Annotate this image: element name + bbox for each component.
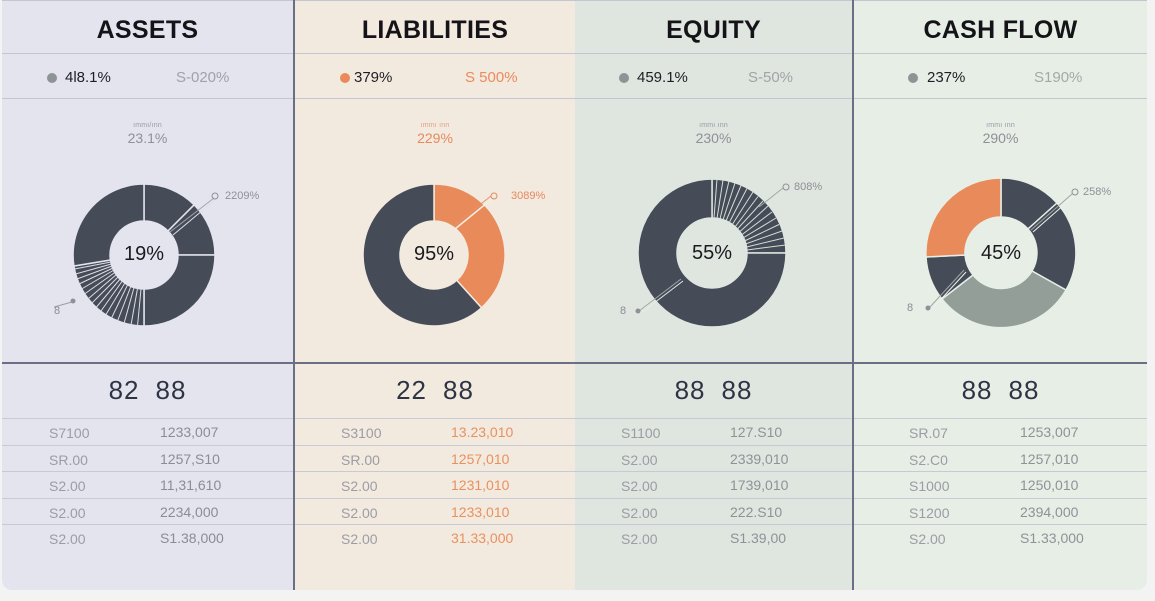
chart-caption: ımmı ınn 230%	[695, 122, 732, 146]
table-row: SR.07 1253,007	[854, 418, 1147, 445]
donut-chart: 45%	[925, 175, 1077, 331]
stat-main: 379%	[354, 69, 393, 86]
small-marker: 8	[620, 305, 627, 317]
table-row: S2.C0 1257,010	[854, 444, 1147, 472]
values-table: S3100 13.23,010 SR.00 1257,010 S2.00 1231,0…	[295, 418, 575, 551]
legend-dot-icon	[47, 73, 57, 83]
values-table: S1100 127.S10 S2.00 2339,010 S2.00 1739,010…	[575, 418, 852, 551]
stats-row: 4l8.1% S-020%	[2, 68, 293, 88]
values-table: SR.07 1253,007 S2.C0 1257,010 S1000 1250,01…	[854, 418, 1147, 551]
stat-main: 459.1%	[637, 69, 688, 86]
stats-row: 379% S 500%	[295, 68, 575, 88]
table-row: SR.00 1257,S10	[2, 444, 293, 472]
table-row: S2.00 S1.33,000	[854, 524, 1147, 551]
table-row: S2.00 S1.39,00	[575, 524, 852, 551]
donut-center-value: 19%	[123, 243, 165, 265]
small-marker: 8	[907, 302, 914, 314]
table-row: S2.00 1739,010	[575, 471, 852, 498]
callout-label: 2209%	[225, 190, 260, 202]
callout-lines	[53, 192, 219, 308]
totals: 88 88	[674, 375, 753, 405]
callout-lines	[452, 192, 498, 230]
stat-sub: S-020%	[176, 69, 230, 86]
totals: 82 88	[108, 375, 187, 405]
table-row: S2.00 31.33,000	[295, 524, 575, 551]
callout-lines	[925, 188, 1079, 311]
table-row: S2.00 1233,010	[295, 497, 575, 525]
donut-center-value: 45%	[980, 242, 1022, 264]
table-row: S2.00 1231,010	[295, 471, 575, 498]
donut-chart: 55%	[637, 177, 787, 331]
donut-chart: 19%	[71, 182, 217, 328]
table-row: SR.00 1257,010	[295, 444, 575, 472]
table-row: S7100 1233,007	[2, 418, 293, 445]
legend-dot-icon	[619, 73, 629, 83]
callout-lines	[635, 183, 790, 314]
column-title: EQUITY	[666, 16, 761, 44]
callout-label: 808%	[794, 181, 823, 193]
callout-label: 258%	[1083, 186, 1112, 198]
donut-center-value: 55%	[691, 242, 733, 264]
column-assets: ASSETS 4l8.1% S-020% ımmı/ınn 23.1%	[2, 0, 295, 590]
chart-caption: ımmı ınn 290%	[982, 122, 1019, 146]
legend-dot-icon	[908, 73, 918, 83]
totals: 22 88	[396, 375, 474, 405]
stat-main: 4l8.1%	[65, 69, 111, 86]
small-marker: 8	[54, 305, 61, 317]
stat-sub: S 500%	[465, 69, 518, 86]
donut-center-value: 95%	[413, 243, 455, 265]
column-equity: EQUITY 459.1% S-50% ımmı ınn 230%	[575, 0, 854, 590]
chart-caption: ımmı ınn 229%	[417, 122, 453, 146]
table-row: S1000 1250,010	[854, 471, 1147, 498]
table-row: S2.00 2339,010	[575, 444, 852, 472]
financial-dashboard: ASSETS 4l8.1% S-020% ımmı/ınn 23.1%	[2, 0, 1147, 590]
chart-caption: ımmı/ınn 23.1%	[127, 122, 168, 146]
callout-label: 3089%	[511, 190, 546, 202]
stat-sub: S190%	[1034, 69, 1083, 86]
stat-sub: S-50%	[748, 69, 794, 86]
stat-main: 237%	[927, 69, 966, 86]
column-title: ASSETS	[96, 16, 199, 44]
table-row: S2.00 2234,000	[2, 497, 293, 525]
table-row: S2.00 222.S10	[575, 497, 852, 525]
stats-row: 237% S190%	[854, 68, 1147, 88]
stats-row: 459.1% S-50%	[575, 68, 852, 88]
donut-chart: 95%	[361, 182, 507, 328]
column-cash-flow: CASH FLOW 237% S190% ımmı ınn 290%	[854, 0, 1147, 590]
table-row: S2.00 S1.38,000	[2, 524, 293, 551]
table-row: S3100 13.23,010	[295, 418, 575, 445]
table-row: S1100 127.S10	[575, 418, 852, 445]
legend-dot-icon	[340, 73, 350, 83]
values-table: S7100 1233,007 SR.00 1257,S10 S2.00 11,31,6…	[2, 418, 293, 551]
totals: 88 88	[961, 375, 1040, 405]
table-row: S1200 2394,000	[854, 497, 1147, 525]
column-title: CASH FLOW	[923, 16, 1078, 44]
table-row: S2.00 11,31,610	[2, 471, 293, 498]
column-liabilities: LIABILITIES 379% S 500% ımmı ınn 229% 95…	[295, 0, 575, 590]
column-title: LIABILITIES	[361, 16, 509, 44]
